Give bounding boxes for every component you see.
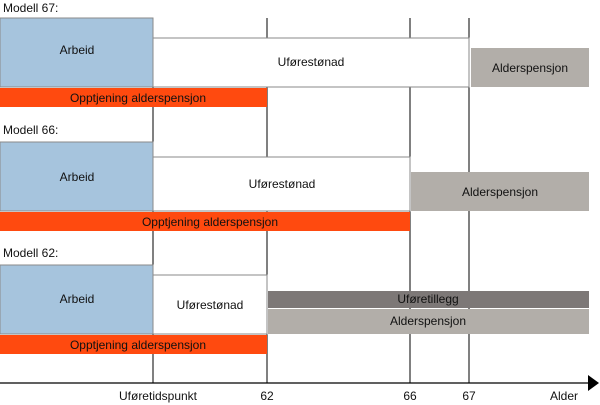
model-67: Modell 67: Arbeid Uførestønad Alderspens…: [0, 1, 589, 107]
model-66: Modell 66: Arbeid Uførestønad Alderspens…: [0, 123, 589, 231]
uforestonad-block: [152, 156, 411, 212]
uforestonad-label: Uførestønad: [177, 298, 244, 312]
model-title: Modell 66:: [3, 123, 58, 137]
arbeid-block: [0, 17, 154, 88]
uforestonad-label: Uførestønad: [249, 177, 316, 191]
tick-label-66: 66: [403, 389, 417, 403]
opptjening-bar: [0, 88, 267, 107]
alderspensjon-block: [411, 172, 589, 211]
arbeid-label: Arbeid: [60, 170, 95, 184]
alderspensjon-block: [268, 309, 589, 334]
opptjening-bar: [0, 335, 267, 354]
alderspensjon-label: Alderspensjon: [390, 314, 466, 328]
alderspensjon-label: Alderspensjon: [492, 61, 568, 75]
model-62: Modell 62: Arbeid Uførestønad Uføretille…: [0, 246, 589, 354]
model-title: Modell 62:: [3, 246, 58, 260]
uforetillegg-block: [268, 291, 589, 308]
opptjening-label: Opptjening alderspensjon: [70, 338, 206, 352]
opptjening-bar: [0, 212, 410, 231]
age-axis: Uføretidspunkt 62 66 67 Alder: [0, 375, 599, 403]
alderspensjon-block: [471, 48, 589, 87]
uforestonad-label: Uførestønad: [278, 55, 345, 69]
arbeid-label: Arbeid: [60, 43, 95, 57]
arbeid-label: Arbeid: [60, 292, 95, 306]
tick-label-62: 62: [260, 389, 274, 403]
opptjening-label: Opptjening alderspensjon: [70, 91, 206, 105]
tick-label-uforetidspunkt: Uføretidspunkt: [119, 389, 198, 403]
uforestonad-block: [152, 37, 470, 88]
opptjening-label: Opptjening alderspensjon: [142, 215, 278, 229]
axis-label-alder: Alder: [550, 389, 578, 403]
axis-arrow-icon: [588, 375, 599, 391]
model-title: Modell 67:: [3, 1, 58, 15]
uforetillegg-label: Uføretillegg: [397, 292, 458, 306]
arbeid-block: [0, 264, 154, 335]
tick-label-67: 67: [462, 389, 476, 403]
uforestonad-block: [152, 274, 268, 335]
alderspensjon-label: Alderspensjon: [462, 185, 538, 199]
